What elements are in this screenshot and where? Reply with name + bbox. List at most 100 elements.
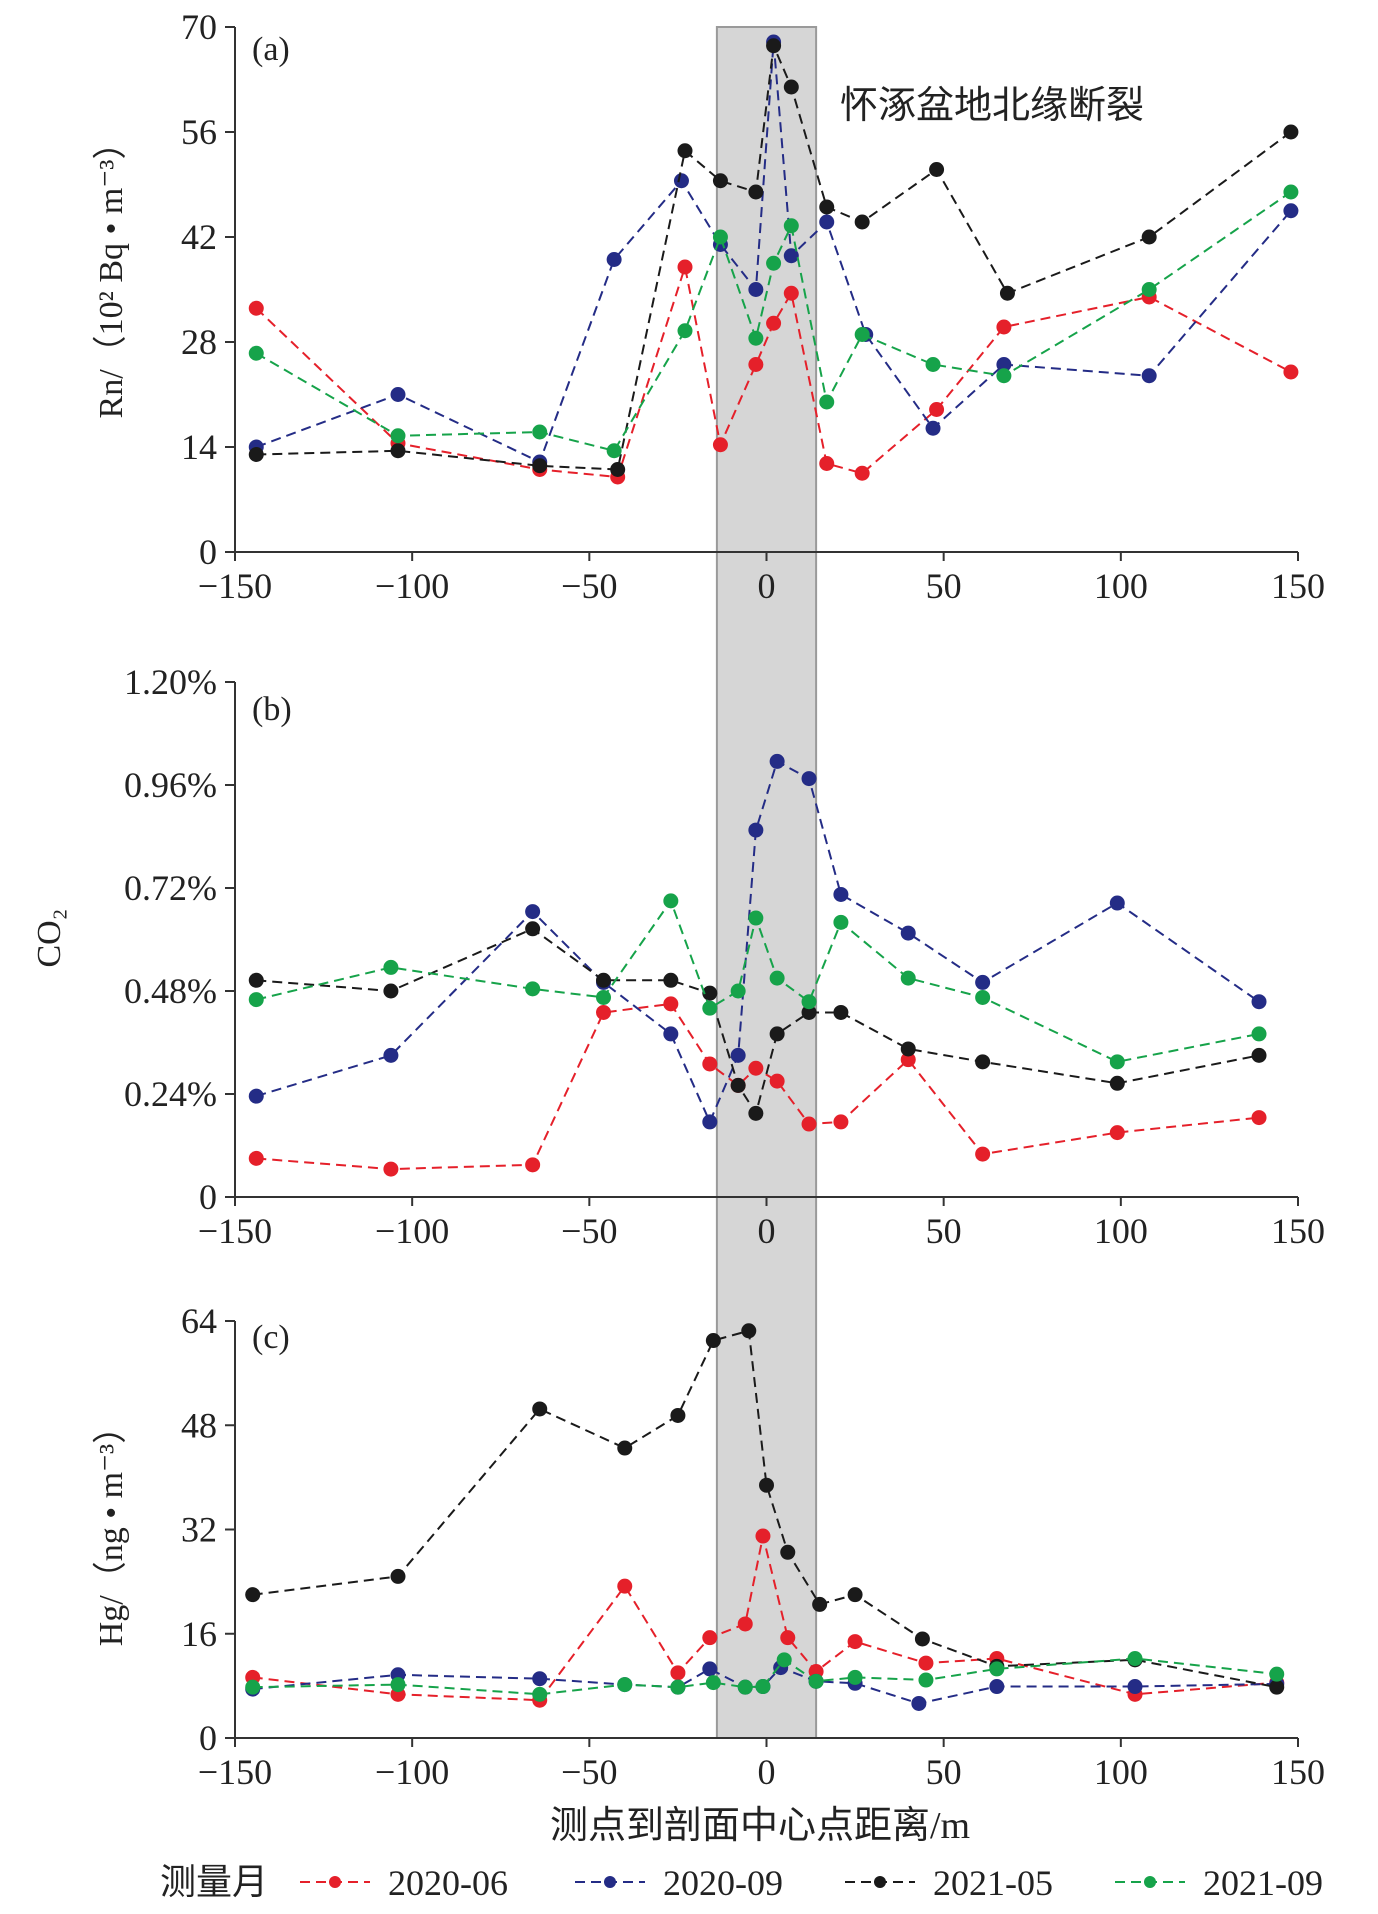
x-tick-label: −50: [561, 1752, 617, 1792]
x-tick-label: 100: [1094, 1752, 1148, 1792]
x-tick-label: −150: [198, 566, 272, 606]
data-point-2020-06: [1251, 1110, 1267, 1126]
data-point-2021-05: [780, 1544, 796, 1560]
data-point-2021-05: [748, 184, 764, 200]
data-point-2021-09: [737, 1679, 753, 1695]
panel-c: (c) Hg/（ng • m⁻³） 0 16 32 48 64 −150 −100 −50 0 5…: [92, 1301, 1325, 1792]
data-point-2021-05: [248, 447, 264, 462]
data-point-2021-05: [670, 1407, 686, 1423]
data-point-2020-06: [663, 996, 679, 1012]
y-tick-label: 0.72%: [124, 868, 217, 908]
data-point-2020-06: [596, 1004, 612, 1020]
data-point-2020-06: [847, 1634, 863, 1650]
data-point-2020-06: [248, 1150, 264, 1166]
x-tick-label: 100: [1094, 566, 1148, 606]
y-tick-label: 16: [181, 1614, 217, 1654]
data-point-2021-05: [525, 921, 541, 937]
data-point-2021-05: [833, 1004, 849, 1020]
data-point-2021-05: [610, 462, 626, 477]
data-point-2020-06: [677, 259, 693, 275]
data-point-2020-09: [900, 925, 916, 941]
x-tick-label: −100: [375, 566, 449, 606]
data-point-2021-05: [759, 1477, 774, 1493]
data-point-2021-09: [900, 970, 916, 986]
data-point-2021-09: [819, 394, 835, 410]
data-point-2021-09: [532, 424, 548, 440]
legend-marker-2020-09: [604, 1876, 616, 1888]
x-tick-label: 50: [926, 1211, 962, 1251]
data-point-2021-09: [918, 1672, 934, 1688]
data-point-2020-06: [996, 319, 1012, 335]
legend: 测量月 2020-06 2020-09 2021-05 2021-09: [160, 1862, 1323, 1903]
y-tick-label: 56: [181, 112, 217, 152]
data-point-2021-09: [617, 1677, 633, 1693]
y-tick-label: 0: [199, 1177, 217, 1217]
data-point-2021-05: [532, 458, 548, 474]
x-axis-label: 测点到剖面中心点距离/m: [550, 1805, 970, 1847]
data-point-2020-06: [769, 1073, 785, 1089]
data-point-2020-06: [670, 1665, 686, 1681]
y-tick-label: 64: [181, 1301, 217, 1341]
series-line-2021-09: [252, 1657, 1277, 1696]
data-point-2020-09: [769, 753, 785, 769]
data-point-2021-09: [847, 1669, 863, 1685]
data-point-2020-09: [748, 822, 764, 838]
data-point-2020-06: [1283, 364, 1299, 380]
data-point-2020-06: [755, 1528, 771, 1544]
data-point-2021-05: [1109, 1075, 1125, 1091]
data-point-2020-06: [918, 1655, 934, 1671]
data-point-2020-09: [248, 1088, 264, 1104]
data-point-2021-05: [801, 1004, 817, 1020]
x-tick-label: 0: [758, 1211, 776, 1251]
x-tick-label: 100: [1094, 1211, 1148, 1251]
data-point-2020-09: [525, 904, 541, 920]
data-point-2020-06: [801, 1116, 817, 1132]
data-point-2020-06: [819, 456, 835, 471]
data-point-2020-06: [748, 1060, 764, 1076]
data-point-2020-09: [1141, 368, 1157, 384]
data-point-2020-09: [996, 357, 1012, 372]
data-point-2021-09: [712, 229, 728, 245]
data-point-2020-06: [383, 1161, 399, 1177]
data-point-2021-09: [702, 1000, 718, 1016]
y-tick-label: 70: [181, 7, 217, 47]
data-point-2020-09: [989, 1679, 1005, 1695]
series-line-2020-09: [255, 41, 1292, 464]
x-tick-label: −150: [198, 1752, 272, 1792]
data-point-2021-09: [1251, 1026, 1267, 1042]
data-point-2020-09: [1109, 895, 1125, 911]
data-point-2021-09: [663, 893, 679, 909]
data-point-2021-09: [596, 989, 612, 1005]
panel-c-label: (c): [252, 1319, 290, 1356]
data-point-2021-05: [1251, 1047, 1267, 1063]
data-point-2021-09: [975, 989, 991, 1005]
panel-b: (b) CO₂ 0 0.24% 0.48% 0.72% 0.96% 1.20% −150 −1…: [31, 662, 1325, 1251]
data-point-2021-05: [617, 1440, 633, 1456]
data-point-2020-06: [525, 1157, 541, 1173]
data-point-2020-09: [911, 1695, 927, 1711]
data-point-2020-09: [1127, 1679, 1143, 1695]
data-point-2020-06: [737, 1616, 753, 1632]
y-tick-label: 14: [181, 427, 217, 467]
data-point-2021-09: [1283, 184, 1299, 200]
data-point-2020-06: [702, 1056, 718, 1072]
y-tick-label: 0.24%: [124, 1074, 217, 1114]
data-point-2021-09: [245, 1679, 261, 1695]
data-point-2021-09: [989, 1661, 1005, 1677]
data-point-2021-09: [996, 368, 1012, 384]
y-tick-label: 1.20%: [124, 662, 217, 702]
data-point-2021-05: [914, 1631, 930, 1647]
x-tick-label: −100: [375, 1211, 449, 1251]
fault-annotation: 怀涿盆地北缘断裂: [840, 85, 1144, 127]
data-point-2021-09: [248, 345, 264, 361]
data-point-2021-05: [702, 985, 718, 1001]
data-point-2020-06: [702, 1630, 718, 1646]
data-point-2020-06: [1109, 1125, 1125, 1141]
data-point-2021-05: [390, 443, 406, 459]
x-tick-label: 50: [926, 1752, 962, 1792]
data-point-2021-05: [532, 1401, 548, 1417]
data-point-2020-09: [390, 387, 406, 402]
data-point-2021-09: [677, 323, 693, 339]
series-line-2020-09: [256, 759, 1260, 1125]
data-point-2021-09: [730, 983, 746, 999]
